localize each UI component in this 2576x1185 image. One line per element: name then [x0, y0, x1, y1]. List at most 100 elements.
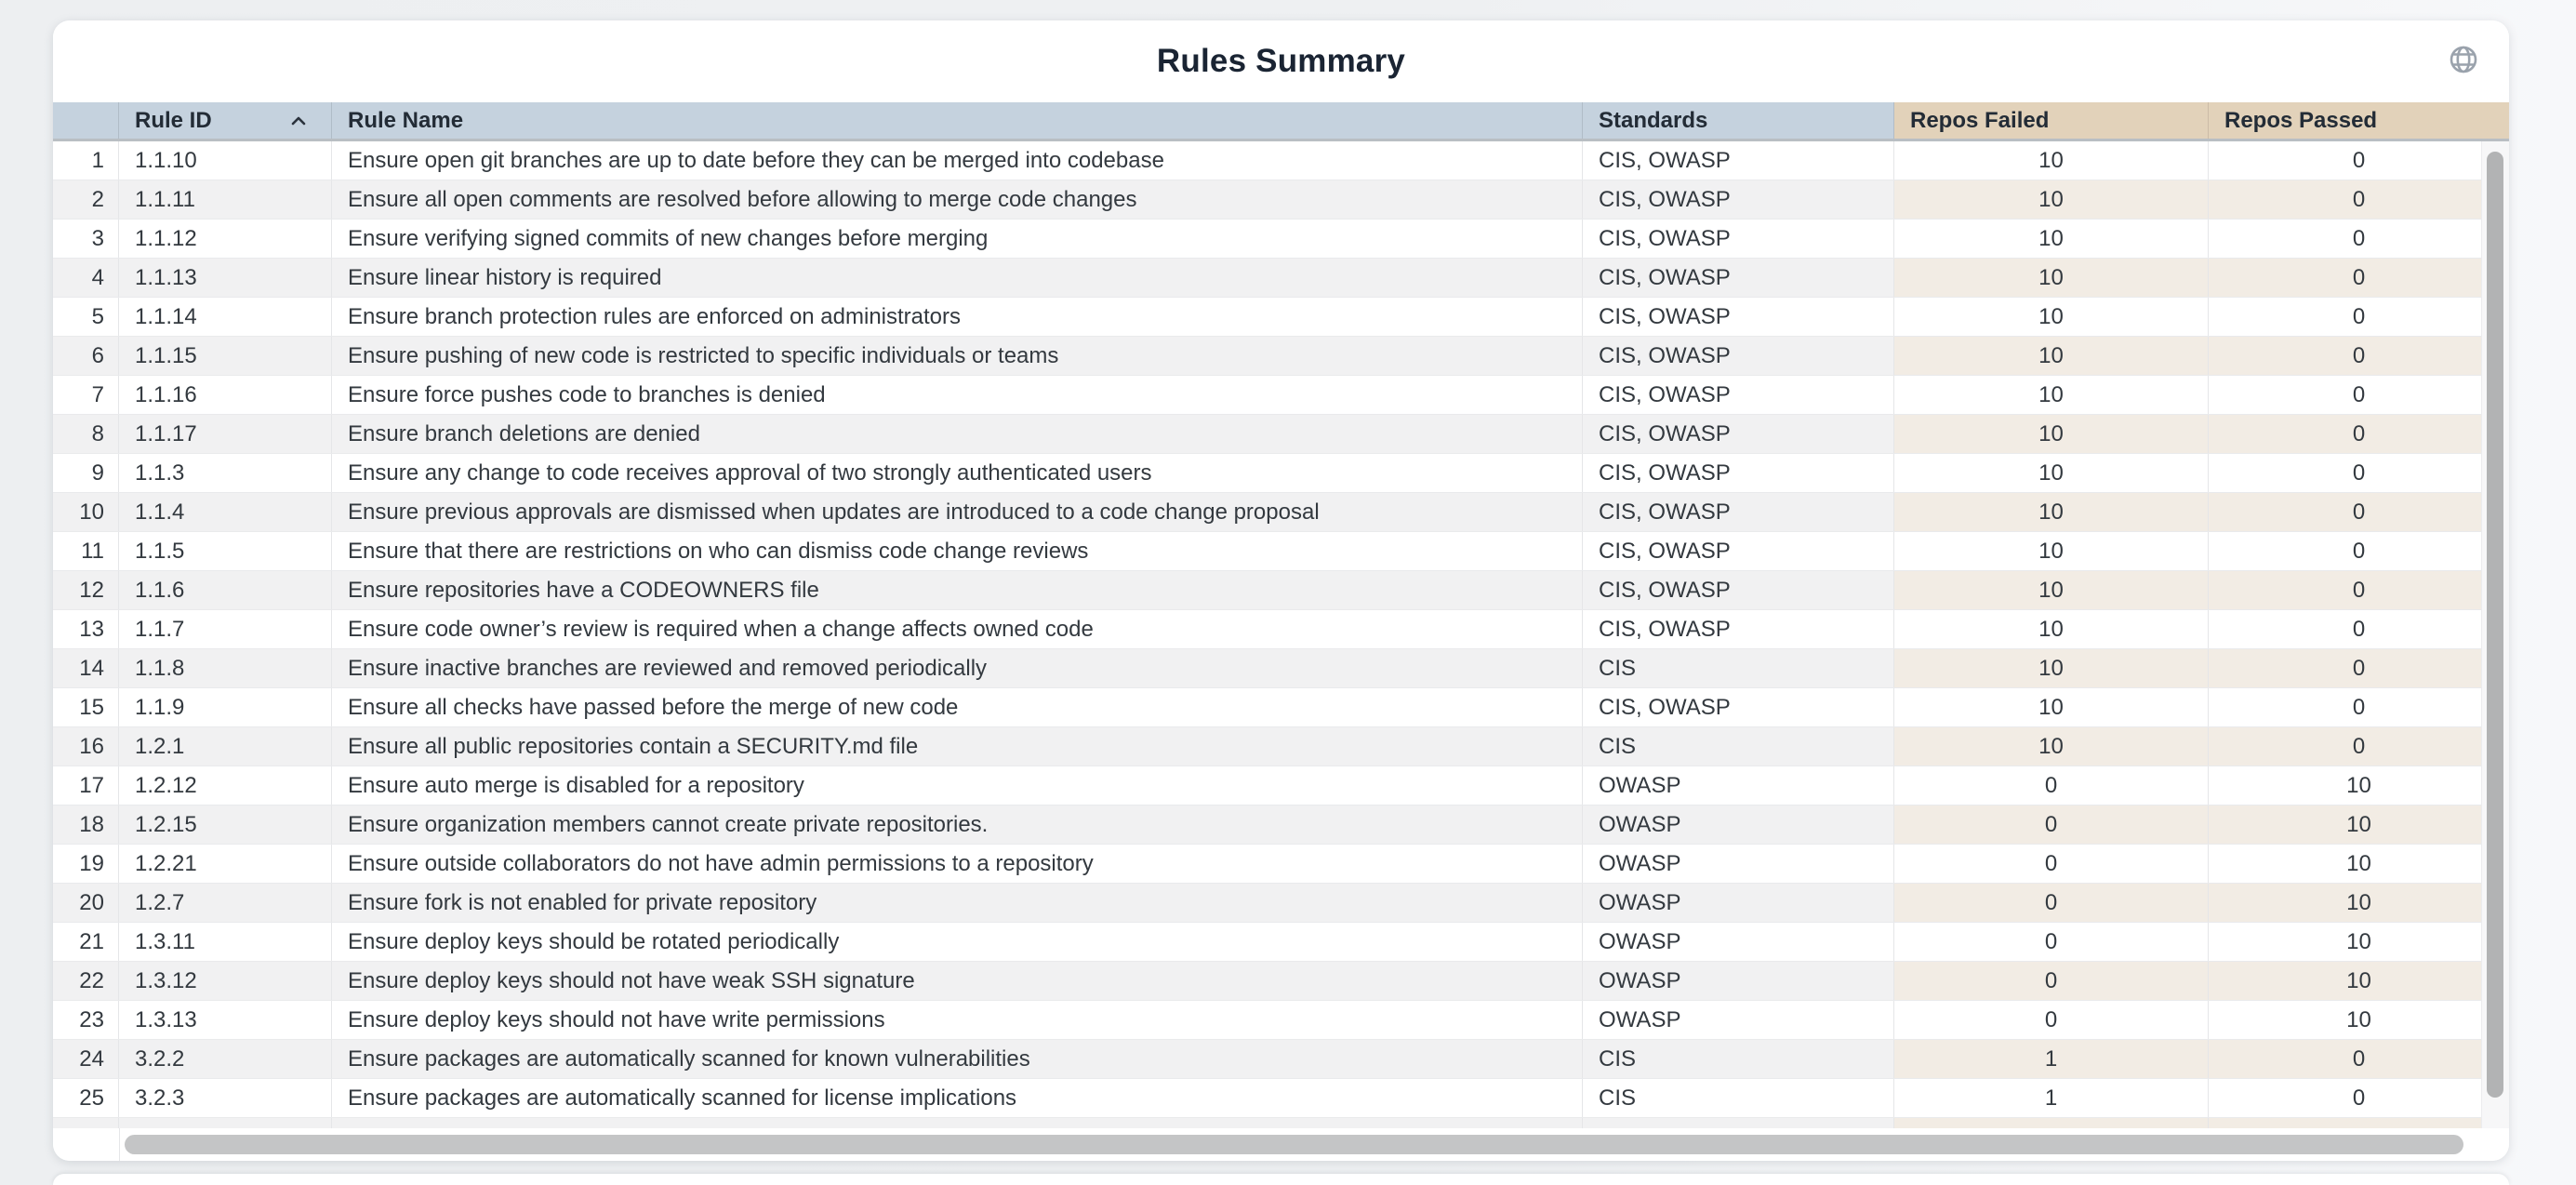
cell-rule-name: Ensure deploy keys should not have weak … [332, 962, 1583, 1000]
table-row[interactable]: 12 1.1.6 Ensure repositories have a CODE… [53, 571, 2509, 610]
cell-rule-id: 1.1.7 [119, 610, 332, 648]
cell-standards: CIS, OWASP [1583, 493, 1894, 531]
cell-repos-passed: 10 [2346, 850, 2371, 876]
cell-rule-name: Ensure packages are automatically scanne… [332, 1079, 1583, 1117]
table-body: 1 1.1.10 Ensure open git branches are up… [53, 141, 2509, 1118]
column-header-rule-name[interactable]: Rule Name [332, 102, 1583, 139]
cell-repos-failed: 10 [1894, 337, 2209, 375]
table-row[interactable]: 1 1.1.10 Ensure open git branches are up… [53, 141, 2509, 180]
cell-repos-failed: 10 [1894, 493, 2209, 531]
vertical-scrollbar [2481, 141, 2509, 1128]
table-row[interactable]: 5 1.1.14 Ensure branch protection rules … [53, 298, 2509, 337]
cell-standards: CIS [1583, 1040, 1894, 1078]
cell-rule-id: 1.1.5 [119, 532, 332, 570]
cell-repos-failed: 0 [1894, 845, 2209, 883]
cell-rule-name: Ensure organization members cannot creat… [332, 806, 1583, 844]
card-header: Rules Summary [53, 20, 2509, 102]
cell-rule-name: Ensure previous approvals are dismissed … [332, 493, 1583, 531]
cell-repos-passed: 0 [2352, 381, 2366, 407]
cell-rule-name: Ensure any change to code receives appro… [332, 454, 1583, 492]
column-header-index [53, 102, 119, 139]
table-row[interactable]: 18 1.2.15 Ensure organization members ca… [53, 806, 2509, 845]
column-header-rule-id[interactable]: Rule ID [119, 102, 332, 139]
cell-repos-passed: 10 [2209, 962, 2509, 1000]
cell-rule-name [332, 1118, 1583, 1128]
cell-repos-passed: 0 [2352, 616, 2366, 642]
table-row[interactable]: 7 1.1.16 Ensure force pushes code to bra… [53, 376, 2509, 415]
cell-rule-id: 1.1.15 [119, 337, 332, 375]
cell-standards: OWASP [1583, 923, 1894, 961]
table-row[interactable]: 3 1.1.12 Ensure verifying signed commits… [53, 220, 2509, 259]
table-row[interactable]: 13 1.1.7 Ensure code owner’s review is r… [53, 610, 2509, 649]
table-row[interactable]: 24 3.2.2 Ensure packages are automatical… [53, 1040, 2509, 1079]
table-row[interactable]: 10 1.1.4 Ensure previous approvals are d… [53, 493, 2509, 532]
table-row[interactable]: 6 1.1.15 Ensure pushing of new code is r… [53, 337, 2509, 376]
cell-rule-id: 1.2.1 [119, 727, 332, 766]
cell-rule-id: 1.1.9 [119, 688, 332, 726]
table-row[interactable]: 15 1.1.9 Ensure all checks have passed b… [53, 688, 2509, 727]
cell-standards: OWASP [1583, 806, 1894, 844]
horizontal-scrollbar-thumb[interactable] [125, 1135, 2463, 1154]
cell-repos-failed: 10 [1894, 571, 2209, 609]
cell-standards: CIS, OWASP [1583, 376, 1894, 414]
cell-repos-failed: 1 [1894, 1079, 2209, 1117]
column-header-repos-passed[interactable]: Repos Passed [2209, 102, 2509, 139]
cell-index: 10 [53, 493, 119, 531]
cell-rule-name: Ensure all open comments are resolved be… [332, 180, 1583, 219]
cell-rule-name: Ensure open git branches are up to date … [332, 141, 1583, 180]
table-row[interactable]: 23 1.3.13 Ensure deploy keys should not … [53, 1001, 2509, 1040]
table-row[interactable]: 21 1.3.11 Ensure deploy keys should be r… [53, 923, 2509, 962]
cell-rule-name: Ensure inactive branches are reviewed an… [332, 649, 1583, 687]
cell-index: 24 [53, 1040, 119, 1078]
cell-rule-name: Ensure all checks have passed before the… [332, 688, 1583, 726]
table-row[interactable]: 20 1.2.7 Ensure fork is not enabled for … [53, 884, 2509, 923]
cell-standards: CIS, OWASP [1583, 259, 1894, 297]
cell-repos-passed: 0 [2209, 493, 2509, 531]
cell-repos-passed: 0 [2209, 415, 2509, 453]
globe-icon [2450, 46, 2477, 73]
table-row[interactable]: 14 1.1.8 Ensure inactive branches are re… [53, 649, 2509, 688]
table-row[interactable]: 2 1.1.11 Ensure all open comments are re… [53, 180, 2509, 220]
cell-repos-failed: 0 [1894, 1001, 2209, 1039]
cell-rule-name: Ensure verifying signed commits of new c… [332, 220, 1583, 258]
cell-rule-name: Ensure pushing of new code is restricted… [332, 337, 1583, 375]
cell-index: 11 [53, 532, 119, 570]
sort-ascending-icon [291, 116, 306, 125]
vertical-scrollbar-thumb[interactable] [2487, 152, 2503, 1098]
cell-index: 25 [53, 1079, 119, 1117]
cell-standards: CIS, OWASP [1583, 220, 1894, 258]
table-row[interactable]: 19 1.2.21 Ensure outside collaborators d… [53, 845, 2509, 884]
table-row[interactable]: 8 1.1.17 Ensure branch deletions are den… [53, 415, 2509, 454]
cell-index: 1 [53, 141, 119, 180]
table-row[interactable]: 4 1.1.13 Ensure linear history is requir… [53, 259, 2509, 298]
table-row[interactable]: 25 3.2.3 Ensure packages are automatical… [53, 1079, 2509, 1118]
cell-index: 9 [53, 454, 119, 492]
cell-rule-id: 3.2.3 [119, 1079, 332, 1117]
cell-repos-failed: 10 [1894, 180, 2209, 219]
cell-rule-id: 1.1.10 [119, 141, 332, 180]
cell-rule-id: 1.1.16 [119, 376, 332, 414]
cell-index: 18 [53, 806, 119, 844]
cell-rule-name: Ensure all public repositories contain a… [332, 727, 1583, 766]
cell-standards: CIS, OWASP [1583, 180, 1894, 219]
next-card-edge [53, 1174, 2509, 1185]
cell-standards: OWASP [1583, 884, 1894, 922]
cell-repos-passed: 0 [2352, 459, 2366, 486]
cell-standards: CIS, OWASP [1583, 610, 1894, 648]
cell-rule-name: Ensure branch deletions are denied [332, 415, 1583, 453]
cell-rule-name: Ensure deploy keys should not have write… [332, 1001, 1583, 1039]
cell-rule-id: 1.2.15 [119, 806, 332, 844]
globe-button[interactable] [2443, 39, 2484, 80]
cell-repos-failed: 0 [1894, 962, 2209, 1000]
column-header-standards[interactable]: Standards [1583, 102, 1894, 139]
cell-rule-id: 1.1.8 [119, 649, 332, 687]
column-header-repos-failed[interactable]: Repos Failed [1894, 102, 2209, 139]
cell-rule-name: Ensure deploy keys should be rotated per… [332, 923, 1583, 961]
table-row[interactable]: 22 1.3.12 Ensure deploy keys should not … [53, 962, 2509, 1001]
table-row[interactable]: 11 1.1.5 Ensure that there are restricti… [53, 532, 2509, 571]
table-row[interactable]: 17 1.2.12 Ensure auto merge is disabled … [53, 766, 2509, 806]
table-row[interactable]: 9 1.1.3 Ensure any change to code receiv… [53, 454, 2509, 493]
table-header-row: Rule ID Rule Name Standards Repos Failed… [53, 102, 2509, 141]
table-row[interactable]: 16 1.2.1 Ensure all public repositories … [53, 727, 2509, 766]
cell-repos-failed: 10 [1894, 298, 2209, 336]
